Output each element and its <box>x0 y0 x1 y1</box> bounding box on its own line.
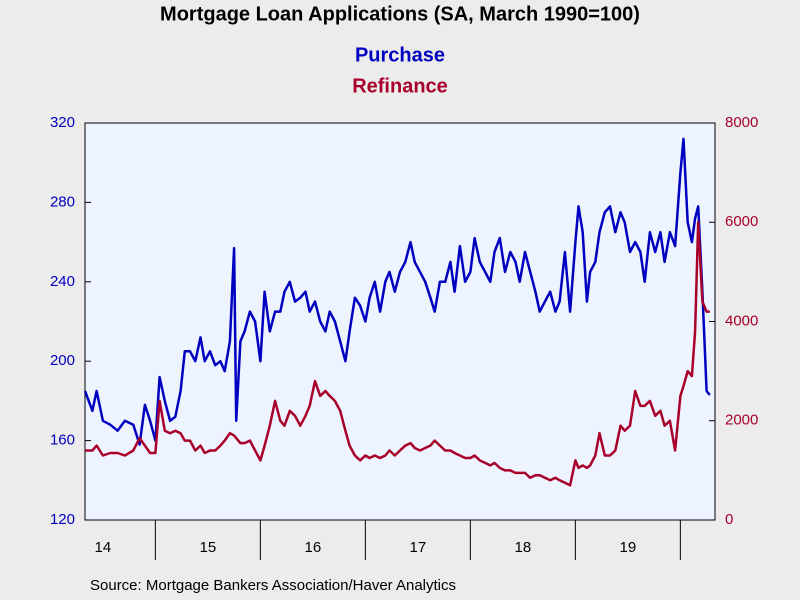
x-tick-label: 19 <box>620 539 637 556</box>
y2-tick-label: 8000 <box>725 114 758 131</box>
x-tick-label: 18 <box>515 539 532 556</box>
y2-tick-label: 0 <box>725 511 733 528</box>
y2-tick-label: 6000 <box>725 213 758 230</box>
y-tick-label: 240 <box>50 273 75 290</box>
y2-tick-label: 2000 <box>725 412 758 429</box>
source-note: Source: Mortgage Bankers Association/Hav… <box>90 577 456 594</box>
y-tick-label: 160 <box>50 432 75 449</box>
y-tick-label: 320 <box>50 114 75 131</box>
y-tick-label: 120 <box>50 511 75 528</box>
series-line <box>85 221 710 487</box>
x-tick-label: 16 <box>305 539 322 556</box>
series-line <box>83 137 711 446</box>
legend-entry: Purchase <box>355 44 445 66</box>
y-tick-label: 280 <box>50 193 75 210</box>
y2-tick-label: 4000 <box>725 312 758 329</box>
x-tick-label: 14 <box>95 539 112 556</box>
x-tick-label: 17 <box>410 539 427 556</box>
legend-entry: Refinance <box>352 75 448 97</box>
plot-area <box>84 122 716 521</box>
y-tick-label: 200 <box>50 352 75 369</box>
x-tick-label: 15 <box>200 539 217 556</box>
chart-title: Mortgage Loan Applications (SA, March 19… <box>160 3 640 25</box>
